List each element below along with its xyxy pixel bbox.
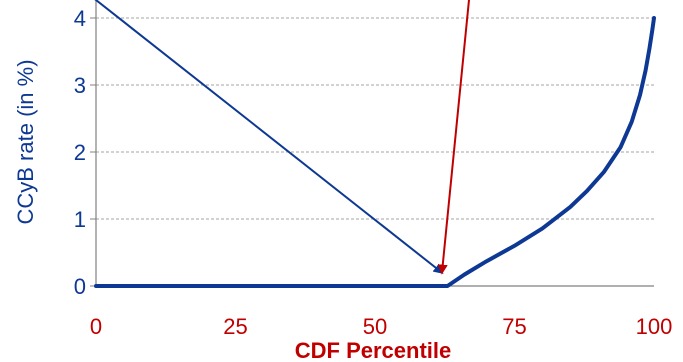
- annotations: [94, 0, 470, 275]
- y-axis-title: CCyB rate (in %): [13, 59, 38, 224]
- series-layer: [94, 16, 656, 288]
- y-tick-label-0: 0: [74, 274, 86, 299]
- y-tick-label-2: 2: [74, 140, 86, 165]
- x-tick-label-25: 25: [223, 314, 247, 339]
- series-line-0: [94, 16, 656, 288]
- labels: 0 1 2 3 4 0 25 50 75 100 CCyB rate (in %) CDF Perce…: [13, 6, 672, 362]
- x-axis-title: CDF Percentile: [295, 338, 452, 362]
- annotation-arrow-1: [437, 0, 470, 275]
- x-tick-label-0: 0: [90, 314, 102, 339]
- x-tick-label-50: 50: [363, 314, 387, 339]
- annotation-arrow-0: [94, 0, 444, 274]
- x-tick-label-75: 75: [502, 314, 526, 339]
- y-tick-label-3: 3: [74, 73, 86, 98]
- y-tick-label-1: 1: [74, 207, 86, 232]
- axes: [90, 0, 654, 287]
- y-tick-label-4: 4: [74, 6, 86, 31]
- x-tick-label-100: 100: [636, 314, 673, 339]
- grid: [96, 17, 654, 220]
